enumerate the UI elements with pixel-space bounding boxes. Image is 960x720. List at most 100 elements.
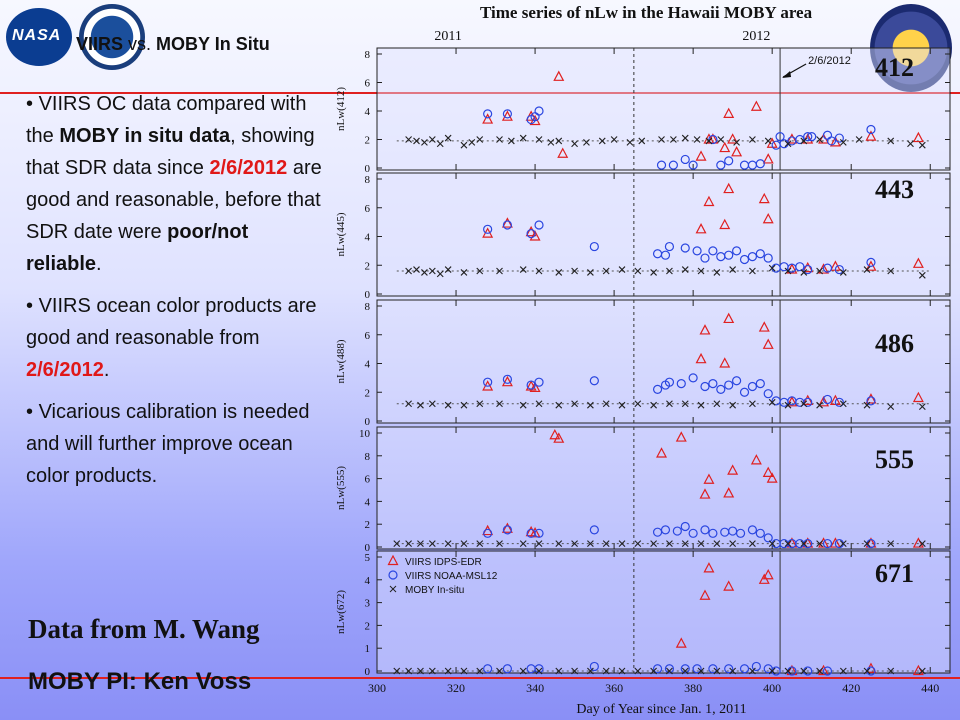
moby-x-point (460, 540, 468, 547)
edr-triangle-point (719, 218, 731, 230)
moby-x-point (887, 267, 895, 275)
edr-triangle-point (695, 150, 707, 161)
msl12-circle-point (755, 249, 765, 259)
edr-triangle-point (719, 141, 731, 153)
msl12-circle-point (692, 246, 702, 256)
moby-x-point (413, 266, 420, 273)
moby-x-stroke (421, 269, 428, 276)
panel-frame (376, 426, 951, 550)
moby-x-point (555, 401, 563, 409)
moby-x-point (460, 269, 468, 276)
msl12-circle-point (668, 160, 678, 170)
msl12-circle-point (672, 526, 682, 536)
moby-x-point (634, 540, 642, 547)
moby-x-point (705, 137, 713, 145)
moby-x-point (618, 667, 626, 675)
moby-x-point (460, 401, 468, 409)
moby-x-point (428, 540, 436, 547)
moby-x-point (496, 540, 503, 547)
moby-x-stroke (571, 667, 578, 675)
moby-x-point (421, 138, 428, 146)
moby-x-point (634, 267, 642, 275)
moby-x-stroke (784, 140, 792, 148)
moby-x-stroke (618, 266, 626, 273)
moby-x-stroke (816, 667, 823, 675)
moby-x-stroke (650, 540, 658, 547)
moby-x-point (800, 400, 808, 408)
moby-x-stroke (839, 540, 847, 547)
moby-x-point (535, 136, 543, 143)
moby-x-stroke (918, 403, 926, 411)
y-tick-label: 0 (365, 163, 371, 175)
bullet-text: , showing that SDR data since (26, 125, 315, 179)
msl12-circle-point (688, 373, 698, 383)
edr-triangle-point (482, 113, 494, 124)
edr-triangle-point (762, 466, 774, 477)
y-tick-label: 1 (365, 643, 371, 655)
moby-x-stroke (650, 269, 658, 276)
moby-x-point (460, 141, 468, 149)
edr-triangle-point (529, 527, 541, 538)
moby-x-point (476, 540, 484, 547)
moby-x-point (800, 137, 808, 145)
edr-triangle-point (501, 110, 513, 121)
msl12-circle-point (502, 525, 513, 535)
moby-x-point (749, 136, 756, 143)
msl12-circle-point (763, 253, 773, 263)
year-label: 2011 (434, 29, 461, 44)
moby-x-point (669, 136, 677, 143)
msl12-circle-point (700, 381, 710, 392)
moby-x-point (697, 540, 705, 547)
msl12-circle-point (751, 661, 761, 672)
moby-x-point (417, 401, 424, 409)
moby-x-point (816, 267, 823, 275)
moby-x-stroke (519, 667, 527, 675)
moby-x-point (816, 667, 823, 675)
moby-x-point (428, 667, 436, 675)
moby-x-stroke (918, 540, 926, 547)
moby-x-point (768, 398, 776, 406)
msl12-circle-point (708, 528, 718, 538)
edr-triangle-point (758, 192, 770, 204)
edr-triangle-point (695, 352, 707, 364)
moby-x-stroke (650, 667, 658, 675)
moby-x-point (519, 667, 527, 675)
moby-x-stroke (697, 540, 705, 547)
moby-x-stroke (571, 140, 578, 148)
moby-x-point (618, 266, 626, 273)
moby-x-stroke (417, 401, 424, 409)
legend-label: VIIRS NOAA-MSL12 (405, 571, 498, 582)
y-tick-label: 8 (365, 49, 371, 61)
moby-x-stroke (764, 137, 772, 145)
moby-x-stroke (666, 540, 673, 547)
moby-x-point (555, 137, 563, 145)
moby-x-stroke (800, 667, 808, 675)
msl12-circle-point (822, 263, 833, 273)
moby-x-point (729, 540, 737, 547)
moby-x-point (713, 400, 721, 408)
x-tick-label: 300 (368, 681, 386, 695)
msl12-circle-point (526, 229, 536, 239)
msl12-circle-point (866, 396, 876, 406)
legend-label: VIIRS IDPS-EDR (405, 557, 482, 568)
moby-x-stroke (428, 667, 436, 675)
moby-x-point (444, 134, 452, 142)
moby-x-stroke (839, 400, 847, 408)
moby-x-point (587, 269, 594, 276)
moby-x-stroke (555, 401, 563, 409)
edr-triangle-point (912, 131, 924, 143)
moby-x-point (729, 266, 737, 273)
moby-x-point (816, 401, 823, 409)
msl12-circle-point (680, 154, 690, 165)
x-tick-label: 380 (684, 681, 702, 695)
moby-x-stroke (863, 540, 871, 547)
moby-x-point (496, 267, 503, 275)
msl12-circle-point (700, 253, 710, 263)
moby-x-point (535, 540, 543, 547)
msl12-circle-point (680, 664, 690, 674)
edr-triangle-point (501, 522, 513, 533)
edr-triangle-point (727, 464, 739, 475)
msl12-circle-point (834, 133, 844, 143)
msl12-circle-point (866, 257, 876, 267)
moby-x-stroke (666, 667, 673, 675)
